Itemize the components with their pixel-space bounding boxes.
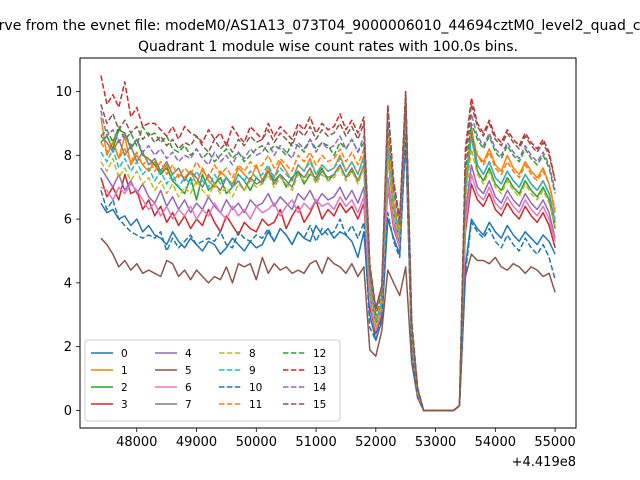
legend-label: 4 — [185, 348, 192, 360]
series-layer — [100, 75, 556, 412]
legend-label: 12 — [313, 348, 326, 360]
series-line-14 — [100, 93, 556, 412]
series-line-13 — [100, 75, 556, 412]
legend-label: 13 — [313, 365, 326, 377]
x-tick-label: 49000 — [176, 435, 217, 450]
x-offset-label: +4.419e8 — [512, 455, 576, 470]
x-tick-label: 53000 — [415, 435, 456, 450]
legend-label: 14 — [313, 382, 327, 394]
legend-label: 0 — [121, 348, 128, 360]
legend-label: 2 — [121, 382, 128, 394]
y-tick-label: 4 — [64, 276, 72, 291]
x-tick-label: 50000 — [236, 435, 277, 450]
series-line-0 — [100, 138, 556, 412]
legend-label: 5 — [185, 365, 192, 377]
x-tick-label: 54000 — [475, 435, 516, 450]
chart-title: Quadrant 1 module wise count rates with … — [138, 39, 518, 55]
series-line-4 — [100, 122, 556, 412]
x-tick-label: 51000 — [295, 435, 336, 450]
x-tick-label: 55000 — [534, 435, 575, 450]
legend-label: 3 — [121, 399, 128, 411]
figure-suptitle: Light curve from the evnet file: modeM0/… — [0, 18, 640, 34]
x-tick-label: 48000 — [116, 435, 157, 450]
legend-label: 11 — [249, 399, 262, 411]
legend-box — [84, 339, 341, 422]
series-line-5 — [100, 237, 556, 412]
series-line-12 — [100, 97, 556, 412]
series-line-15 — [100, 90, 556, 412]
y-tick-label: 2 — [64, 340, 72, 355]
series-line-9 — [100, 109, 556, 412]
series-line-10 — [100, 132, 556, 412]
series-line-8 — [100, 119, 556, 412]
y-tick-label: 6 — [64, 213, 72, 228]
legend-label: 10 — [249, 382, 262, 394]
legend-label: 9 — [249, 365, 256, 377]
y-tick-label: 0 — [64, 404, 72, 419]
plot-frame — [79, 57, 577, 429]
x-tick-label: 52000 — [355, 435, 396, 450]
y-axis: 0 2 4 6 8 10 — [55, 85, 80, 419]
legend-label: 15 — [313, 399, 326, 411]
series-line-3 — [100, 129, 556, 412]
series-line-11 — [100, 103, 556, 412]
legend-label: 6 — [185, 382, 192, 394]
legend-label: 8 — [249, 348, 256, 360]
x-axis: 48000 49000 50000 51000 52000 53000 54000 55000 — [116, 428, 576, 450]
legend-label: 1 — [121, 365, 128, 377]
y-tick-label: 10 — [55, 85, 72, 100]
y-tick-label: 8 — [64, 149, 72, 164]
series-line-6 — [100, 125, 556, 412]
legend-label: 7 — [185, 399, 192, 411]
